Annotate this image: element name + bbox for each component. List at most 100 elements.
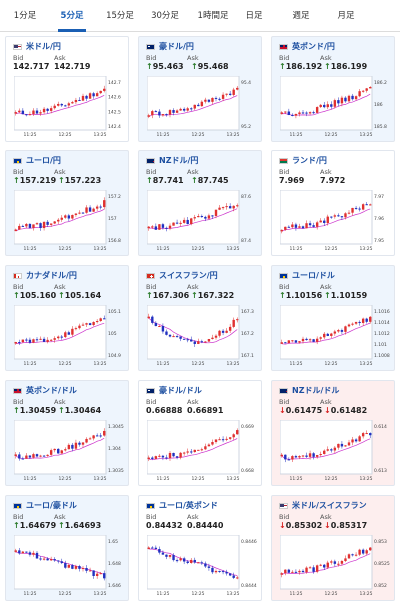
candle-body	[165, 227, 168, 229]
x-tick-label: 11:25	[157, 591, 170, 597]
candle-body	[351, 95, 354, 100]
tab-7[interactable]: 月足	[337, 11, 355, 21]
pair-name[interactable]: NZドル/円	[146, 155, 198, 166]
candle-body	[197, 449, 200, 451]
pair-name[interactable]: 米ドル/スイスフラン	[279, 500, 367, 511]
candle-body	[151, 547, 154, 549]
y-tick-label: 105	[108, 331, 117, 337]
candle-body	[88, 93, 92, 99]
currency-card[interactable]: ランド/円 Bid Ask 7.969 7.972 7.97 7.96 7.95 11:25 12…	[271, 150, 395, 256]
candle-body	[200, 562, 204, 564]
currency-card[interactable]: 豪ドル/ドル Bid Ask 0.66888 0.66891 0.669 0.668 11:2…	[138, 380, 262, 486]
x-tick-label: 12:25	[325, 361, 338, 367]
candle-body	[95, 321, 99, 323]
x-tick-label: 12:25	[59, 476, 72, 482]
candle-body	[236, 205, 239, 207]
pair-name[interactable]: 英ポンド/円	[279, 41, 335, 52]
candle-body	[193, 104, 196, 109]
candle-body	[323, 450, 326, 455]
candle-body	[319, 454, 322, 456]
candle-body	[326, 449, 329, 451]
pair-name[interactable]: カナダドル/円	[13, 270, 77, 281]
y-tick-label: 156.8	[108, 238, 121, 244]
pair-name[interactable]: ユーロ/ドル	[279, 270, 335, 281]
candlestick-chart: 157.2 157 156.8 11:25 12:25 13:25	[14, 190, 121, 252]
x-tick-label: 13:25	[227, 246, 240, 252]
pair-name[interactable]: 豪ドル/円	[146, 41, 194, 52]
candle-body	[351, 207, 354, 213]
currency-card[interactable]: 米ドル/円 Bid Ask 142.717 142.719 142.7 142.6 142.5…	[5, 36, 129, 142]
currency-card[interactable]: NZドル/円 Bid Ask ↑87.741 ↑87.745 87.6 87.4 11:25 1…	[138, 150, 262, 256]
candle-body	[35, 339, 39, 341]
currency-card[interactable]: スイスフラン/円 Bid Ask ↑167.306 ↑167.322 167.3 167.2…	[138, 265, 262, 371]
bid-label: Bid	[13, 283, 24, 291]
candle-body	[25, 339, 28, 341]
pair-name[interactable]: NZドル/ドル	[279, 385, 339, 396]
candle-body	[344, 558, 347, 562]
currency-card[interactable]: ユーロ/円 Bid Ask ↑157.219 ↑157.223 157.2 157 156.8…	[5, 150, 129, 256]
tab-0[interactable]: 1分足	[13, 11, 37, 21]
country-flag-icon	[146, 43, 155, 50]
ask-label: Ask	[54, 283, 66, 291]
candle-body	[35, 552, 39, 559]
currency-card[interactable]: 英ポンド/ドル Bid Ask ↑1.30459 ↑1.30464 1.3045 1.304…	[5, 380, 129, 486]
pair-name[interactable]: ランド/円	[279, 155, 327, 166]
candle-body	[225, 571, 228, 574]
currency-card[interactable]: 米ドル/スイスフラン Bid Ask ↓0.85302 ↓0.85317 0.853 0.8…	[271, 495, 395, 601]
currency-card[interactable]: ユーロ/英ポンド Bid Ask 0.84432 0.84440 0.8446 0.8444…	[138, 495, 262, 601]
candle-body	[53, 105, 56, 109]
candle-body	[200, 449, 204, 451]
candle-body	[28, 223, 32, 228]
candle-body	[60, 217, 63, 220]
ask-value: 7.972	[320, 176, 346, 185]
pair-name[interactable]: ユーロ/英ポンド	[146, 500, 218, 511]
currency-card[interactable]: 英ポンド/円 Bid Ask ↑186.192 ↑186.199 186.2 186 185.…	[271, 36, 395, 142]
moving-average-line	[281, 322, 371, 345]
currency-card[interactable]: 豪ドル/円 Bid Ask ↑95.463 ↑95.468 95.4 95.2 11:25 12…	[138, 36, 262, 142]
candle-body	[103, 318, 106, 320]
tab-6[interactable]: 週足	[292, 11, 310, 21]
candle-body	[67, 332, 71, 335]
country-flag-icon	[279, 502, 288, 509]
pair-name[interactable]: ユーロ/円	[13, 155, 61, 166]
candle-body	[326, 216, 329, 224]
candle-body	[225, 438, 228, 440]
candle-body	[347, 442, 351, 446]
tab-2[interactable]: 15分足	[106, 11, 134, 21]
candle-body	[236, 430, 239, 435]
candle-body	[361, 204, 365, 210]
candle-body	[67, 444, 71, 450]
currency-card[interactable]: ユーロ/豪ドル Bid Ask ↑1.64679 ↑1.64693 1.65 1.648 1.…	[5, 495, 129, 601]
candle-body	[207, 215, 211, 219]
candle-body	[225, 206, 228, 208]
currency-card[interactable]: カナダドル/円 Bid Ask ↑105.160 ↑105.164 105.1 105 104…	[5, 265, 129, 371]
candle-body	[147, 226, 150, 229]
bid-value: 0.84432	[146, 521, 183, 530]
tab-3[interactable]: 30分足	[151, 11, 179, 21]
candle-body	[361, 433, 365, 437]
x-tick-label: 11:25	[290, 132, 303, 138]
bid-label: Bid	[146, 54, 157, 62]
chart-frame	[14, 535, 107, 590]
pair-name[interactable]: ユーロ/豪ドル	[13, 500, 77, 511]
pair-name[interactable]: 英ポンド/ドル	[13, 385, 77, 396]
tab-4[interactable]: 1時間足	[197, 11, 229, 21]
candle-body	[99, 318, 102, 322]
y-tick-label: 95.4	[241, 80, 251, 86]
pair-name[interactable]: 米ドル/円	[13, 41, 61, 52]
pair-name[interactable]: スイスフラン/円	[146, 270, 218, 281]
currency-card[interactable]: ユーロ/ドル Bid Ask ↑1.10156 ↑1.10159 1.1016 1.1014…	[271, 265, 395, 371]
tab-1[interactable]: 5分足	[52, 0, 92, 32]
tab-5[interactable]: 日足	[245, 11, 263, 21]
candle-body	[319, 564, 322, 566]
y-tick-label: 142.6	[108, 95, 121, 101]
y-tick-label: 1.648	[108, 561, 121, 567]
candle-body	[280, 573, 283, 575]
candle-body	[182, 558, 186, 562]
candle-body	[312, 225, 315, 227]
candle-body	[49, 108, 53, 111]
candle-body	[186, 561, 189, 563]
pair-name[interactable]: 豪ドル/ドル	[146, 385, 202, 396]
candle-body	[333, 215, 337, 217]
currency-card[interactable]: NZドル/ドル Bid Ask ↓0.61475 ↓0.61482 0.614 0.613 1…	[271, 380, 395, 486]
